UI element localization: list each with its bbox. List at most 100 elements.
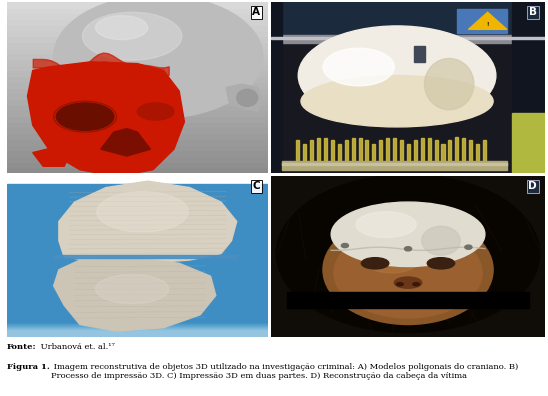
Bar (7, 265, 268, 326)
Bar (338, 144, 341, 165)
Bar (458, 9, 507, 33)
Polygon shape (59, 181, 237, 263)
Ellipse shape (422, 226, 460, 255)
Text: Figura 1.: Figura 1. (7, 363, 49, 371)
Ellipse shape (413, 283, 420, 286)
Bar (512, 2, 545, 173)
Bar (7, 257, 268, 325)
Bar (271, 2, 282, 173)
Bar (7, 321, 268, 329)
Bar (7, 53, 268, 59)
Bar (331, 140, 334, 165)
Bar (7, 25, 268, 30)
Bar (7, 145, 268, 150)
Text: Fonte:: Fonte: (7, 343, 36, 351)
Text: Imagem reconstrutiva de objetos 3D utilizado na investigação criminal: A) Modelo: Imagem reconstrutiva de objetos 3D utili… (51, 363, 518, 381)
Bar (7, 233, 268, 324)
Bar (7, 297, 268, 327)
Ellipse shape (334, 228, 482, 318)
Bar (7, 162, 268, 168)
Bar (366, 140, 368, 165)
Bar (7, 289, 268, 327)
Bar (7, 70, 268, 76)
Ellipse shape (138, 103, 174, 120)
Bar (7, 19, 268, 25)
Bar (7, 217, 268, 323)
Bar (7, 30, 268, 36)
Bar (7, 59, 268, 65)
Polygon shape (54, 257, 216, 331)
Polygon shape (27, 62, 184, 177)
Bar (373, 144, 375, 165)
Bar (7, 241, 268, 324)
Bar (282, 163, 507, 165)
Bar (7, 329, 268, 337)
Text: B: B (529, 7, 537, 17)
Bar (7, 82, 268, 88)
Bar (7, 128, 268, 133)
Bar (7, 48, 268, 53)
Ellipse shape (237, 89, 258, 107)
Ellipse shape (331, 202, 485, 267)
Bar (7, 200, 268, 322)
Bar (7, 88, 268, 93)
Ellipse shape (95, 274, 169, 304)
Ellipse shape (356, 212, 416, 238)
Ellipse shape (56, 103, 114, 130)
Text: A: A (252, 7, 260, 17)
Polygon shape (101, 129, 150, 156)
Bar (7, 65, 268, 70)
Bar (421, 137, 424, 165)
Ellipse shape (301, 76, 493, 127)
Ellipse shape (276, 175, 540, 333)
Bar (400, 140, 403, 165)
Bar (476, 144, 479, 165)
Bar (7, 209, 268, 323)
Bar (7, 8, 268, 13)
Bar (442, 144, 444, 165)
Bar (271, 35, 545, 43)
Bar (7, 116, 268, 122)
Bar (7, 273, 268, 326)
Bar (483, 140, 486, 165)
Bar (7, 133, 268, 139)
Bar (7, 313, 268, 328)
Circle shape (465, 245, 472, 249)
Bar (7, 281, 268, 327)
Bar (282, 161, 507, 170)
Bar (7, 185, 268, 322)
Text: !: ! (487, 22, 489, 27)
Ellipse shape (396, 283, 403, 286)
Circle shape (341, 244, 349, 248)
Bar (7, 99, 268, 105)
Polygon shape (469, 12, 507, 29)
Bar (407, 144, 410, 165)
Bar (512, 113, 545, 173)
Bar (7, 13, 268, 19)
Ellipse shape (298, 26, 496, 125)
Text: C: C (253, 181, 260, 191)
Bar (455, 137, 458, 165)
Bar (7, 110, 268, 116)
Bar (324, 137, 327, 165)
Polygon shape (226, 84, 263, 112)
Bar (7, 122, 268, 128)
Bar (414, 140, 417, 165)
Bar (7, 2, 268, 8)
Bar (7, 192, 268, 322)
Ellipse shape (361, 258, 389, 269)
Bar (7, 93, 268, 99)
Polygon shape (33, 147, 70, 166)
Bar (435, 140, 438, 165)
Bar (271, 37, 545, 39)
Ellipse shape (323, 215, 493, 324)
Bar (7, 139, 268, 145)
Bar (448, 140, 452, 165)
Bar (7, 36, 268, 42)
Bar (317, 137, 320, 165)
Bar (296, 140, 299, 165)
Ellipse shape (427, 258, 455, 269)
Ellipse shape (425, 59, 474, 110)
Ellipse shape (323, 48, 395, 86)
Bar (7, 76, 268, 82)
